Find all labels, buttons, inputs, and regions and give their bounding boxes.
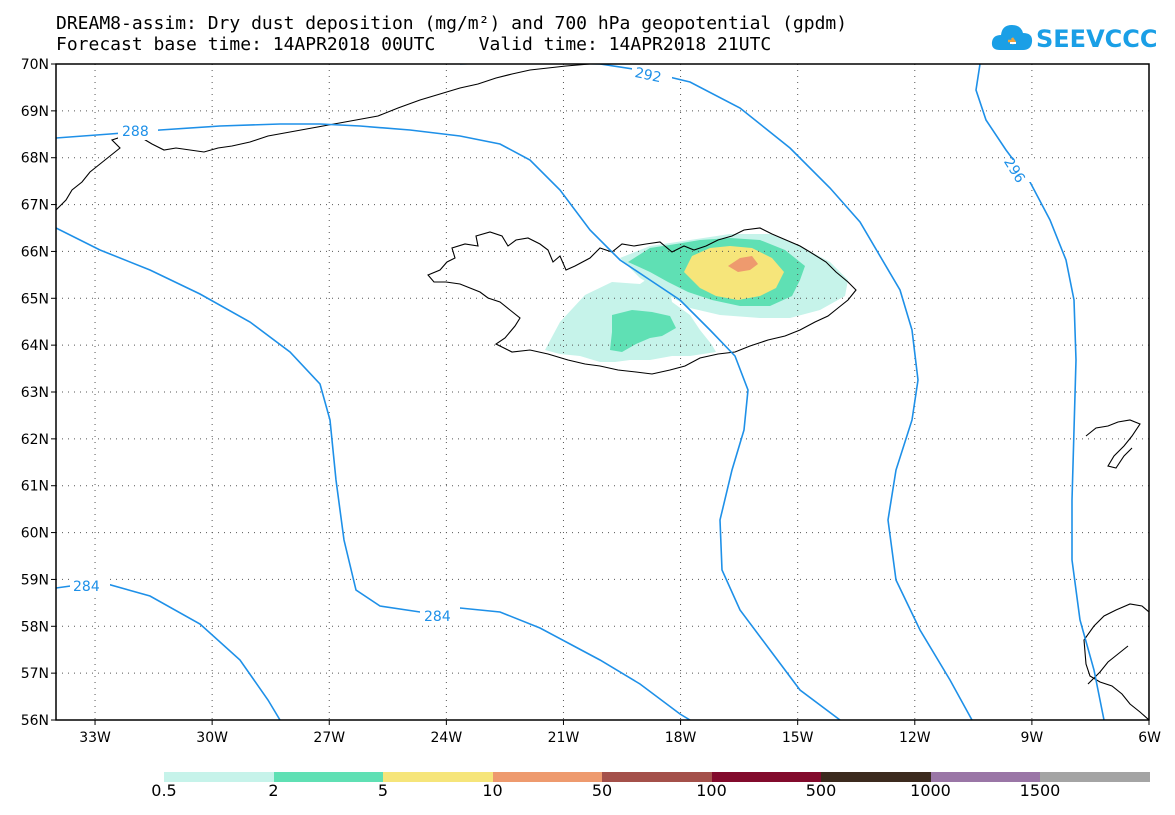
lat-label: 64N xyxy=(21,338,49,354)
lon-label: 12W xyxy=(899,730,931,746)
lat-label: 66N xyxy=(21,244,49,260)
colorbar-segment xyxy=(492,772,603,782)
map-title: DREAM8-assim: Dry dust deposition (mg/m²… xyxy=(56,13,848,34)
contour-296 xyxy=(975,64,1105,720)
lat-label: 65N xyxy=(21,291,49,307)
colorbar-segment xyxy=(164,772,274,782)
lat-lon-grid xyxy=(56,64,1149,720)
contour-288 xyxy=(56,123,841,720)
colorbar-label: 2 xyxy=(268,781,279,800)
colorbar-label: 100 xyxy=(696,781,727,800)
lon-label: 24W xyxy=(431,730,463,746)
scotland-coast xyxy=(1083,603,1149,720)
colorbar-segment xyxy=(711,772,822,782)
lat-label: 57N xyxy=(21,666,49,682)
colorbar-segment xyxy=(1040,772,1150,782)
dust-level-5 xyxy=(684,246,784,300)
lat-label: 68N xyxy=(21,151,49,167)
faroe-islands xyxy=(1085,419,1141,469)
lon-label: 9W xyxy=(1021,730,1044,746)
hebrides xyxy=(1087,645,1129,685)
latitude-labels: 70N 69N 68N 67N 66N 65N 64N 63N 62N 61N 60N 59N 58N 5… xyxy=(21,57,56,729)
contour-292 xyxy=(460,64,973,720)
logo-text: SEEVCCC xyxy=(1036,25,1158,53)
lat-label: 56N xyxy=(21,713,49,729)
lon-label: 30W xyxy=(196,730,228,746)
colorbar-label: 5 xyxy=(377,781,389,800)
geopotential-contours xyxy=(56,64,1105,720)
colorbar-segment xyxy=(821,772,931,782)
contour-284-upper xyxy=(56,227,691,720)
contour-label-284-center: 284 xyxy=(424,609,451,625)
seevccc-logo: SEEVCCC xyxy=(990,20,1160,60)
contour-label-288: 288 xyxy=(122,124,149,140)
colorbar-label: 50 xyxy=(591,781,613,800)
contour-284-lower xyxy=(56,581,281,720)
lon-label: 33W xyxy=(79,730,111,746)
coastlines xyxy=(56,64,1149,720)
dust-deposition-shading xyxy=(545,234,848,362)
lat-label: 61N xyxy=(21,479,49,495)
lon-label: 15W xyxy=(782,730,814,746)
lat-label: 60N xyxy=(21,526,49,542)
longitude-labels: 33W 30W 27W 24W 21W 18W 15W 12W 9W 6W xyxy=(79,720,1161,746)
colorbar-label: 1000 xyxy=(910,781,951,800)
colorbar-label: 0.5 xyxy=(151,781,177,800)
colorbar-segment xyxy=(273,772,384,782)
lat-label: 58N xyxy=(21,619,49,635)
lon-label: 21W xyxy=(548,730,580,746)
cloud-icon xyxy=(991,25,1033,50)
map-subtitle: Forecast base time: 14APR2018 00UTC Vali… xyxy=(56,34,772,55)
lat-label: 63N xyxy=(21,385,49,401)
colorbar-label: 1500 xyxy=(1019,781,1061,800)
contour-label-284-left: 284 xyxy=(73,579,100,595)
colorbar-label: 10 xyxy=(482,781,503,800)
colorbar-label: 500 xyxy=(805,781,837,800)
dust-level-10 xyxy=(728,256,758,272)
dust-level-2 xyxy=(610,310,676,352)
lon-label: 18W xyxy=(665,730,697,746)
lat-label: 67N xyxy=(21,198,49,214)
lat-label: 59N xyxy=(21,572,49,588)
lat-label: 62N xyxy=(21,432,49,448)
greenland-coast xyxy=(56,64,591,211)
lon-label: 27W xyxy=(313,730,345,746)
contour-label-292: 292 xyxy=(633,65,662,86)
colorbar-segment xyxy=(383,772,493,782)
colorbar-segment xyxy=(930,772,1041,782)
lon-label: 6W xyxy=(1138,730,1161,746)
colorbar-segment xyxy=(602,772,712,782)
lat-label: 69N xyxy=(21,104,49,120)
lat-label: 70N xyxy=(21,57,49,73)
iceland-coast xyxy=(427,227,857,375)
